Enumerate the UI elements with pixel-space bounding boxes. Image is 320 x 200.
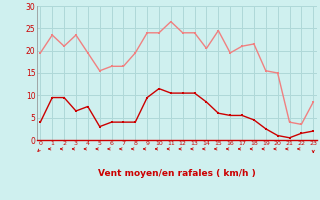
X-axis label: Vent moyen/en rafales ( km/h ): Vent moyen/en rafales ( km/h ) <box>98 169 256 178</box>
